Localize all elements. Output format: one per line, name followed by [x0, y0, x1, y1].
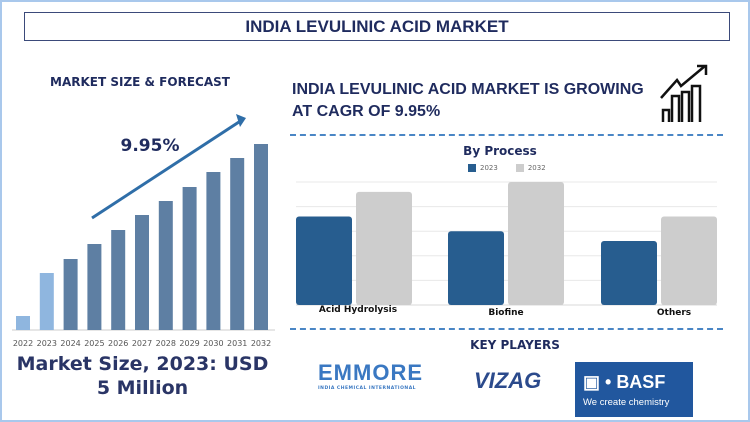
logo-text: BASF — [616, 372, 666, 392]
market-size-forecast-heading: MARKET SIZE & FORECAST — [50, 75, 230, 89]
x-tick-label: 2028 — [156, 339, 176, 348]
bar-2023 — [39, 273, 54, 330]
legend-label: 2023 — [480, 164, 498, 172]
bar-biofine-2023 — [448, 231, 504, 305]
vizag-logo: VIZAG — [474, 368, 542, 393]
key-players-heading: KEY PLAYERS — [470, 338, 560, 352]
bar-2022 — [16, 316, 30, 330]
growth-arrow — [91, 118, 243, 220]
x-tick-label: 2024 — [60, 339, 80, 348]
legend-swatch-2023 — [468, 164, 476, 172]
logo-text: EMMORE — [318, 360, 423, 385]
divider — [290, 134, 723, 136]
x-tick-label: 2027 — [132, 339, 152, 348]
legend: 2023 2032 — [468, 164, 546, 172]
x-tick-label: 2023 — [37, 339, 57, 348]
x-tick-label: 2029 — [179, 339, 199, 348]
page-title: INDIA LEVULINIC ACID MARKET — [24, 12, 730, 41]
logo-tagline: INDIA CHEMICAL INTERNATIONAL — [318, 386, 417, 391]
emmore-logo: EMMORE INDIA CHEMICAL INTERNATIONAL — [318, 360, 430, 410]
bar-2030 — [206, 172, 221, 330]
bar-acid-hydrolysis-2032 — [356, 191, 412, 305]
bar-2032 — [254, 144, 268, 330]
basf-logo: ▣ • BASF We create chemistry — [575, 362, 693, 417]
cagr-annotation: 9.95% — [121, 136, 180, 156]
cagr-headline: INDIA LEVULINIC ACID MARKET IS GROWING A… — [292, 81, 644, 120]
x-tick-label: 2030 — [203, 339, 223, 348]
divider — [290, 328, 723, 330]
bar-2031 — [230, 158, 245, 330]
arrow-head-icon — [236, 114, 246, 127]
bar-2027 — [135, 215, 149, 330]
x-tick-label: 2031 — [227, 339, 247, 348]
by-process-chart — [296, 181, 717, 306]
category-label: Others — [656, 308, 692, 318]
x-tick-label: 2026 — [108, 339, 128, 348]
market-forecast-chart: 9.95% 2022 2023 2024 2025 2026 2027 2028 2029 20… — [12, 114, 275, 348]
bar-2026 — [111, 230, 126, 330]
x-tick-label: 2022 — [13, 339, 33, 348]
growth-chart-icon — [660, 64, 708, 122]
chart-title: By Process — [463, 144, 537, 158]
bar-2025 — [87, 244, 102, 330]
bar-2024 — [63, 259, 78, 330]
bar-others-2023 — [601, 241, 657, 305]
logo-tagline: We create chemistry — [583, 397, 670, 408]
bar-2028 — [158, 201, 173, 330]
category-label: Biofine — [488, 308, 524, 318]
bar-biofine-2032 — [508, 182, 564, 305]
category-label: Acid Hydrolysis — [318, 305, 398, 315]
market-size-text: Market Size, 2023: USD 5 Million — [16, 353, 269, 399]
x-tick-label: 2025 — [84, 339, 104, 348]
bar-acid-hydrolysis-2023 — [296, 216, 352, 305]
bar-others-2032 — [661, 216, 717, 305]
bar-2029 — [182, 187, 197, 330]
x-tick-label: 2032 — [251, 339, 271, 348]
legend-label: 2032 — [527, 164, 546, 172]
legend-swatch-2032 — [515, 164, 524, 172]
